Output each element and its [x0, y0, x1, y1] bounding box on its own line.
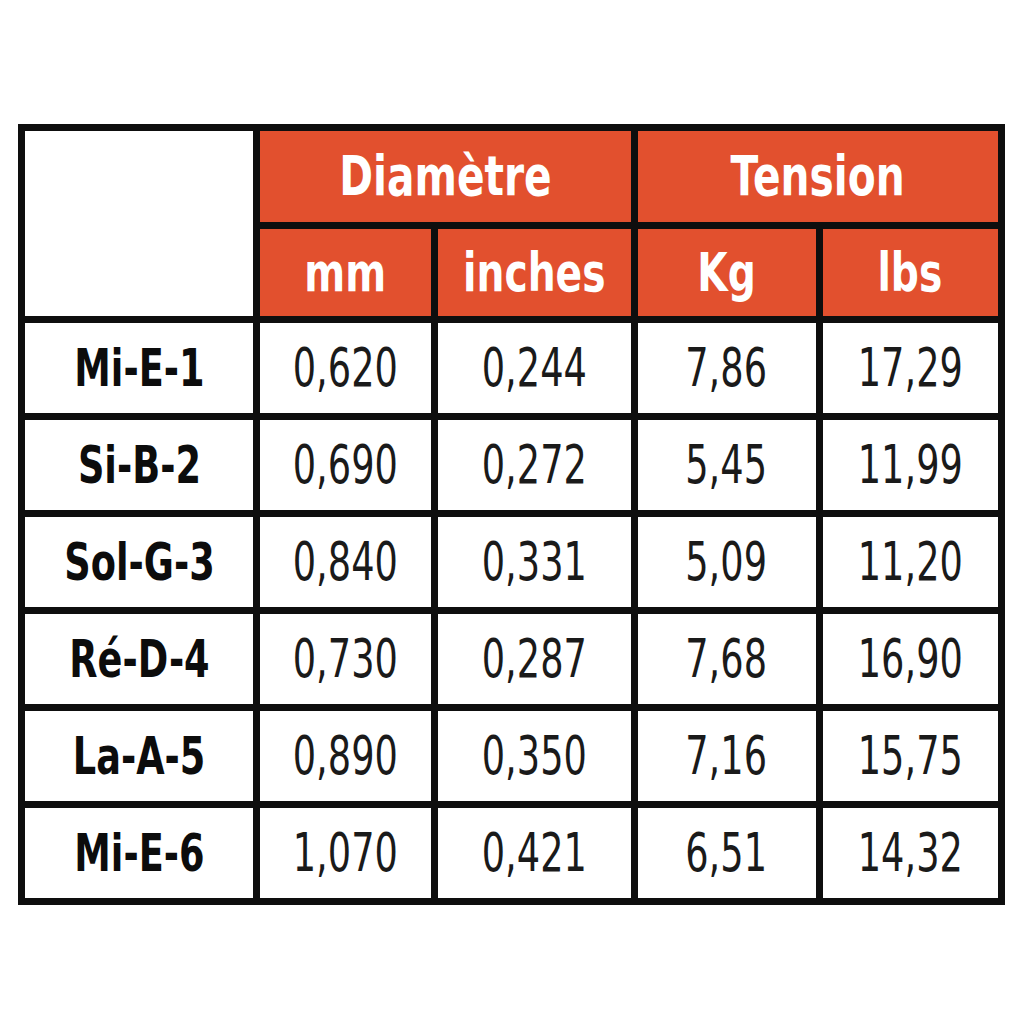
table-row: Ré-D-4 0,730 0,287 7,68 16,90: [22, 611, 1002, 708]
column-header-lbs-label: lbs: [878, 246, 943, 299]
column-header-mm: mm: [257, 226, 435, 320]
header-tension: Tension: [634, 128, 1001, 226]
data-cell: 11,20: [819, 514, 1001, 611]
column-header-kg-label: Kg: [697, 246, 755, 299]
cell-value: 5,45: [686, 438, 768, 492]
cell-value: 7,68: [686, 632, 768, 686]
page: Diamètre Tension mm inches Kg lbs: [0, 0, 1024, 1024]
cell-value: 7,86: [686, 341, 768, 395]
row-label-cell: La-A-5: [22, 708, 257, 805]
cell-value: 0,272: [482, 438, 587, 492]
row-label-cell: Sol-G-3: [22, 514, 257, 611]
data-cell: 17,29: [819, 320, 1001, 417]
data-cell: 0,287: [435, 611, 635, 708]
data-cell: 11,99: [819, 417, 1001, 514]
row-label: Sol-G-3: [64, 537, 214, 588]
row-label: Mi-E-6: [74, 828, 204, 879]
data-cell: 14,32: [819, 805, 1001, 902]
row-label: Ré-D-4: [69, 634, 209, 685]
cell-value: 0,244: [482, 341, 587, 395]
table-row: Sol-G-3 0,840 0,331 5,09 11,20: [22, 514, 1002, 611]
cell-value: 0,730: [293, 632, 398, 686]
row-label-cell: Mi-E-6: [22, 805, 257, 902]
cell-value: 17,29: [857, 341, 962, 395]
data-cell: 0,331: [435, 514, 635, 611]
cell-value: 7,16: [686, 729, 768, 783]
data-cell: 15,75: [819, 708, 1001, 805]
data-cell: 0,890: [257, 708, 435, 805]
row-label: La-A-5: [73, 731, 206, 782]
data-cell: 7,86: [634, 320, 819, 417]
cell-value: 11,99: [857, 438, 962, 492]
header-group-row: Diamètre Tension: [22, 128, 1002, 226]
data-cell: 1,070: [257, 805, 435, 902]
cell-value: 0,690: [293, 438, 398, 492]
cell-value: 0,331: [482, 535, 587, 589]
row-label-cell: Mi-E-1: [22, 320, 257, 417]
column-header-inches: inches: [435, 226, 635, 320]
string-spec-table: Diamètre Tension mm inches Kg lbs: [18, 124, 1005, 905]
cell-value: 0,840: [293, 535, 398, 589]
row-label-cell: Ré-D-4: [22, 611, 257, 708]
data-cell: 0,690: [257, 417, 435, 514]
header-tension-label: Tension: [731, 149, 905, 204]
cell-value: 1,070: [293, 826, 398, 880]
data-cell: 0,620: [257, 320, 435, 417]
column-header-kg: Kg: [634, 226, 819, 320]
row-label-cell: Si-B-2: [22, 417, 257, 514]
cell-value: 0,620: [293, 341, 398, 395]
header-diametre: Diamètre: [257, 128, 635, 226]
table-row: La-A-5 0,890 0,350 7,16 15,75: [22, 708, 1002, 805]
cell-value: 5,09: [686, 535, 768, 589]
column-header-lbs: lbs: [819, 226, 1001, 320]
table-row: Si-B-2 0,690 0,272 5,45 11,99: [22, 417, 1002, 514]
cell-value: 6,51: [686, 826, 768, 880]
data-cell: 0,244: [435, 320, 635, 417]
corner-blank-cell: [22, 128, 257, 320]
data-cell: 0,272: [435, 417, 635, 514]
data-cell: 5,45: [634, 417, 819, 514]
cell-value: 0,890: [293, 729, 398, 783]
data-cell: 0,840: [257, 514, 435, 611]
table-row: Mi-E-6 1,070 0,421 6,51 14,32: [22, 805, 1002, 902]
row-label: Mi-E-1: [74, 343, 204, 394]
data-cell: 0,421: [435, 805, 635, 902]
column-header-inches-label: inches: [463, 246, 605, 299]
data-cell: 5,09: [634, 514, 819, 611]
header-diametre-label: Diamètre: [339, 149, 551, 204]
data-cell: 16,90: [819, 611, 1001, 708]
data-cell: 0,350: [435, 708, 635, 805]
cell-value: 0,287: [482, 632, 587, 686]
data-cell: 7,16: [634, 708, 819, 805]
table-row: Mi-E-1 0,620 0,244 7,86 17,29: [22, 320, 1002, 417]
cell-value: 16,90: [857, 632, 962, 686]
cell-value: 15,75: [857, 729, 962, 783]
data-cell: 6,51: [634, 805, 819, 902]
cell-value: 0,350: [482, 729, 587, 783]
data-cell: 0,730: [257, 611, 435, 708]
column-header-mm-label: mm: [305, 246, 387, 299]
cell-value: 14,32: [857, 826, 962, 880]
cell-value: 0,421: [482, 826, 587, 880]
data-cell: 7,68: [634, 611, 819, 708]
row-label: Si-B-2: [77, 440, 200, 491]
cell-value: 11,20: [857, 535, 962, 589]
